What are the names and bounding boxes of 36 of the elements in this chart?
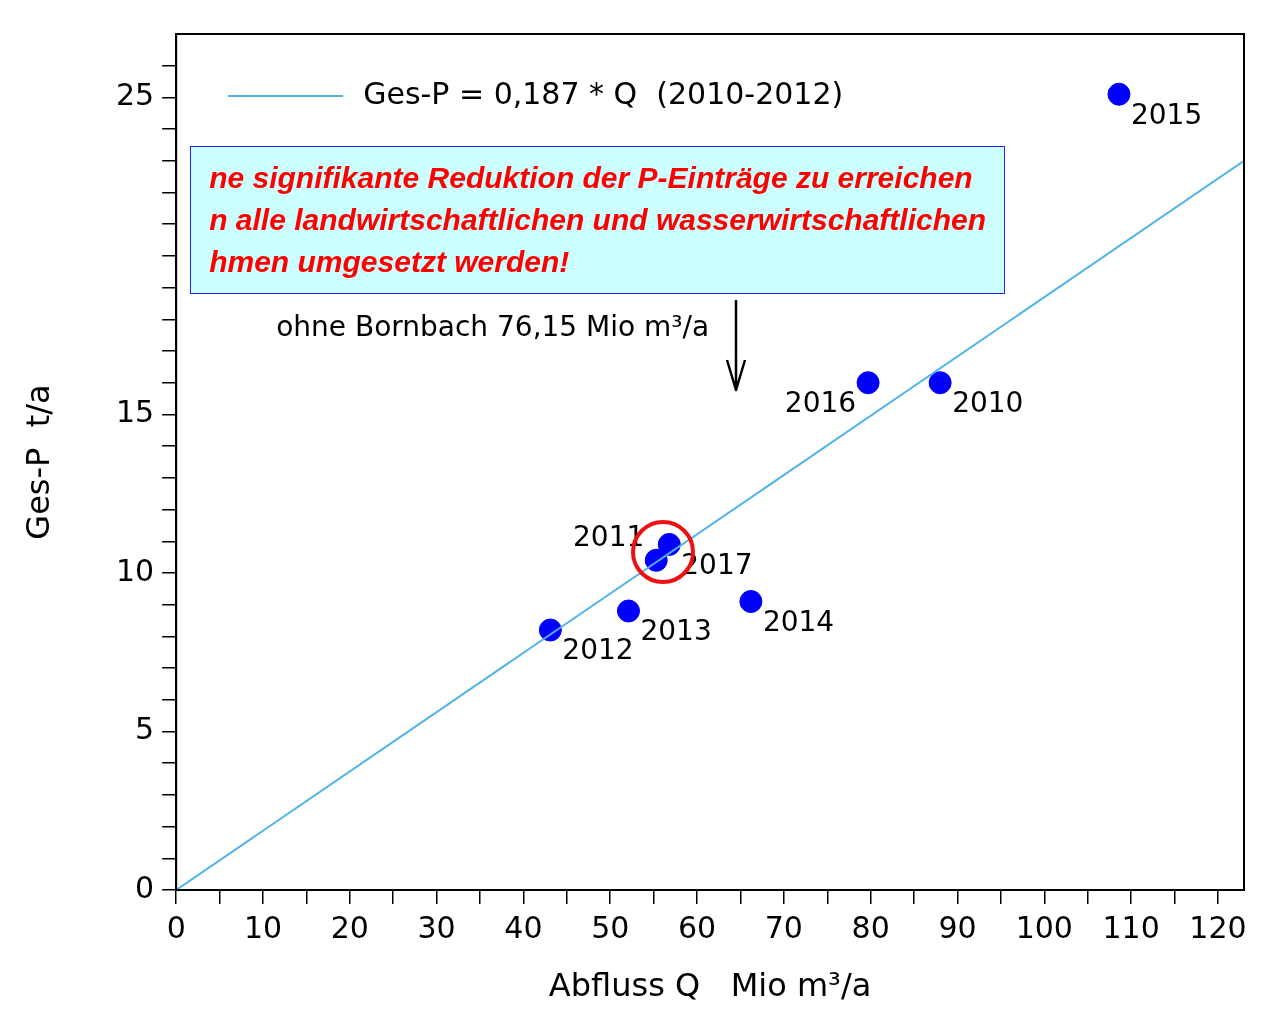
annotation: n alle landwirtschaftlichen und wasserwirtschaftlichen [209, 202, 987, 238]
annotation: 2010 [952, 386, 1024, 420]
x-tick-label: 30 [417, 909, 456, 945]
point [1107, 82, 1131, 106]
legend-label: Ges-P = 0,187 * Q (2010-2012) [363, 75, 844, 111]
annotation: hmen umgesetzt werden! [209, 244, 571, 280]
point [739, 590, 763, 613]
annotation: ne signifikante Reduktion der P-Einträge zu erreichen [209, 160, 974, 196]
x-tick-label: 60 [677, 909, 717, 945]
annotation: 2016 [784, 386, 857, 420]
y-tick-label: 5 [135, 711, 155, 747]
point [856, 371, 880, 395]
x-tick-label: 90 [938, 909, 977, 945]
annotation: 2013 [640, 614, 712, 648]
y-tick-label: 25 [115, 77, 155, 113]
annotation: 2012 [562, 633, 634, 667]
annotation: 2015 [1130, 97, 1203, 131]
y-axis-title: Ges-P t/a [19, 384, 57, 540]
y-tick-label: 15 [115, 394, 155, 430]
x-tick-label: 10 [243, 909, 283, 945]
point [616, 599, 640, 623]
x-tick-label: 100 [1015, 909, 1073, 945]
x-tick-label: 120 [1189, 909, 1247, 945]
x-axis-title: Abfluss Q Mio m³/a [547, 966, 873, 1004]
x-tick-label: 40 [504, 909, 543, 945]
y-tick-label: 10 [115, 552, 155, 588]
point [928, 371, 952, 395]
annotation: 2014 [762, 604, 835, 638]
y-tick-label: 0 [135, 869, 155, 905]
x-tick-label: 0 [166, 909, 186, 945]
x-tick-label: 50 [591, 909, 630, 945]
x-tick-label: 20 [330, 909, 369, 945]
x-tick-label: 80 [851, 909, 890, 945]
x-tick-label: 70 [764, 909, 803, 945]
x-tick-label: 110 [1102, 909, 1160, 945]
annotation: ohne Bornbach 76,15 Mio m³/a [276, 310, 710, 343]
